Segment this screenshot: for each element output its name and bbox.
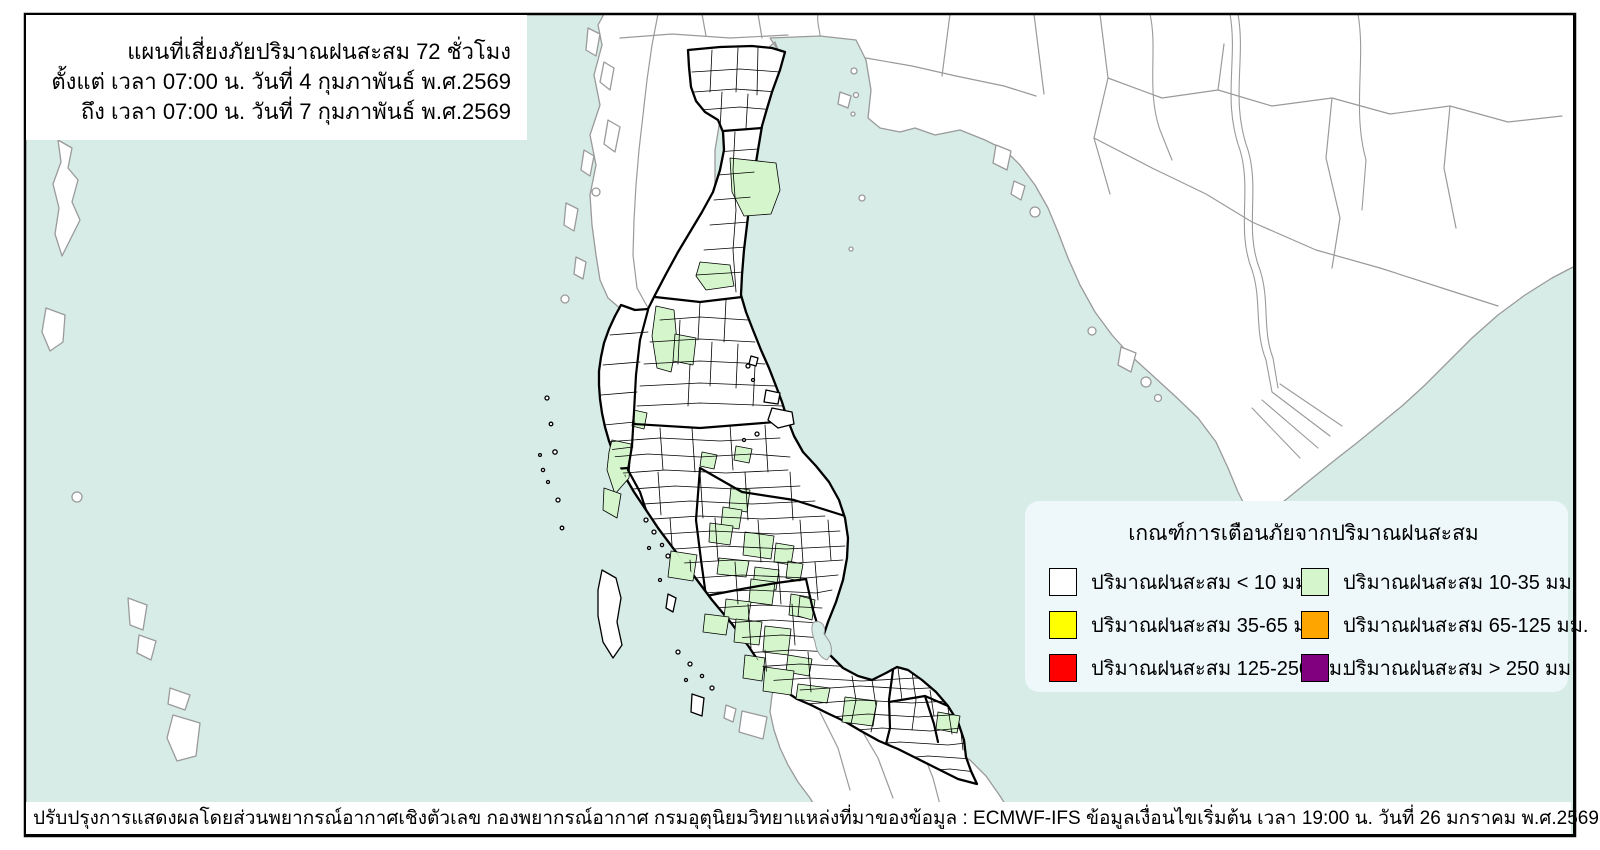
province-borders: [599, 126, 950, 746]
legend-grid: ปริมาณฝนสะสม < 10 มม. ปริมาณฝนสะสม 10-35…: [1049, 560, 1588, 689]
footer-bar: ปรับปรุงการแสดงผลโดยส่วนพยากรณ์อากาศเชิง…: [26, 802, 1599, 834]
map-title-line3: ถึง เวลา 07:00 น. วันที่ 7 กุมภาพันธ์ พ.…: [80, 99, 511, 124]
legend-color-swatch: [1049, 653, 1077, 682]
legend-item-label: ปริมาณฝนสะสม 125-250 มม.: [1091, 657, 1348, 680]
legend-item-label: ปริมาณฝนสะสม < 10 มม.: [1091, 571, 1314, 594]
samui-island: [767, 407, 795, 429]
footer-credit-text: ปรับปรุงการแสดงผลโดยส่วนพยากรณ์อากาศเชิง…: [33, 808, 794, 829]
mainland-coast: [589, 14, 1575, 521]
mekong-river: [1229, 14, 1273, 393]
legend-color-swatch: [1301, 653, 1329, 682]
rivers: [817, 14, 1367, 459]
legend-title: เกณฑ์การเตือนภัยจากปริมาณฝนสะสม: [1128, 522, 1479, 545]
legend-item: ปริมาณฝนสะสม < 10 มม.: [1049, 560, 1314, 603]
neighbor-landmass: [41, 14, 1575, 836]
legend-item: ปริมาณฝนสะสม 125-250 มม.: [1049, 646, 1348, 689]
title-box: แผนที่เสี่ยงภัยปริมาณฝนสะสม 72 ชั่วโมง ต…: [26, 15, 527, 140]
legend-color-swatch: [1049, 610, 1077, 639]
legend-item-label: ปริมาณฝนสะสม 10-35 มม.: [1343, 571, 1578, 594]
tarutao-island: [690, 693, 705, 717]
map-title-line2: ตั้งแต่ เวลา 07:00 น. วันที่ 4 กุมภาพันธ…: [51, 69, 511, 94]
phangan-island: [763, 389, 781, 405]
legend: เกณฑ์การเตือนภัยจากปริมาณฝนสะสม ปริมาณฝน…: [1025, 501, 1588, 692]
phuket-island: [597, 569, 623, 659]
legend-item: ปริมาณฝนสะสม > 250 มม.: [1301, 646, 1588, 689]
songkhla-lake: [811, 621, 832, 661]
thai-islands: [537, 355, 795, 717]
legend-item: ปริมาณฝนสะสม 65-125 มม.: [1301, 603, 1588, 646]
legend-item-label: ปริมาณฝนสะสม 35-65 มม.: [1091, 614, 1326, 637]
peninsula: [597, 44, 979, 786]
legend-item: ปริมาณฝนสะสม 10-35 มม.: [1301, 560, 1588, 603]
legend-item: ปริมาณฝนสะสม 35-65 มม.: [1049, 603, 1325, 646]
legend-color-swatch: [1049, 567, 1077, 596]
map-title-line1: แผนที่เสี่ยงภัยปริมาณฝนสะสม 72 ชั่วโมง: [127, 39, 511, 64]
footer-source-text: แหล่งที่มาของข้อมูล : ECMWF-IFS ข้อมูลเง…: [793, 808, 1599, 829]
legend-color-swatch: [1301, 610, 1329, 639]
legend-item-label: ปริมาณฝนสะสม 65-125 มม.: [1343, 614, 1589, 637]
legend-item-label: ปริมาณฝนสะสม > 250 มม.: [1343, 657, 1577, 680]
legend-color-swatch: [1301, 567, 1329, 596]
neighbor-inner-borders: [619, 14, 1563, 309]
